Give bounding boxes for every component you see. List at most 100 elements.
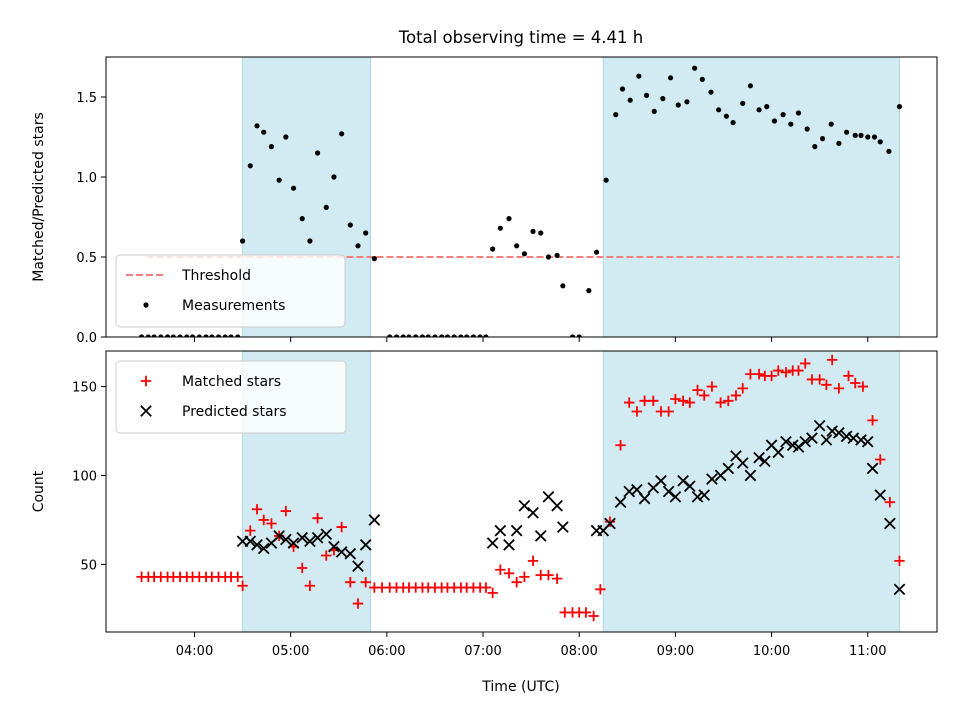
measurement-point bbox=[283, 134, 289, 140]
legend-label: Threshold bbox=[181, 268, 251, 284]
matched-star-point bbox=[588, 610, 599, 622]
matched-star-point bbox=[884, 496, 896, 508]
measurement-point bbox=[307, 238, 313, 244]
y-tick-label: 1.0 bbox=[76, 171, 97, 186]
measurement-point bbox=[483, 334, 489, 337]
x-axis-label: Time (UTC) bbox=[481, 679, 559, 695]
matched-star-point bbox=[894, 555, 905, 567]
measurement-point bbox=[406, 334, 412, 337]
measurement-point bbox=[886, 148, 892, 154]
predicted-star-point bbox=[893, 583, 906, 596]
measurement-point bbox=[247, 163, 253, 169]
x-tick-label: 05:00 bbox=[272, 644, 309, 659]
measurement-point bbox=[290, 185, 297, 191]
predicted-star-point bbox=[604, 517, 616, 530]
predicted-star-point bbox=[799, 435, 812, 448]
legend-matched-swatch bbox=[140, 375, 152, 387]
measurement-point bbox=[576, 334, 582, 337]
measurement-point bbox=[393, 334, 400, 337]
predicted-star-point bbox=[638, 492, 651, 505]
predicted-star-point bbox=[518, 499, 531, 512]
x-tick-label: 11:00 bbox=[849, 644, 886, 659]
measurement-point bbox=[203, 334, 209, 337]
matched-star-point bbox=[833, 383, 845, 394]
count-panel: 04:00 05:00 06:00 07:00 08:00 09:00 10:00 11:00… bbox=[31, 350, 938, 659]
measurement-point bbox=[530, 228, 536, 234]
measurement-point bbox=[771, 118, 778, 124]
matched-star-point bbox=[321, 550, 332, 561]
predicted-star-point bbox=[655, 474, 667, 487]
matched-star-point bbox=[663, 406, 674, 417]
x-tick-label: 07:00 bbox=[464, 644, 501, 659]
measurement-point bbox=[613, 112, 619, 118]
predicted-star-point bbox=[706, 473, 718, 485]
measurement-point bbox=[444, 334, 451, 337]
matched-star-point bbox=[604, 516, 616, 527]
matched-star-point bbox=[730, 390, 742, 401]
matched-star-point bbox=[258, 514, 269, 526]
legend-predicted-swatch bbox=[140, 405, 152, 417]
measurement-point bbox=[545, 254, 552, 260]
measurement-point bbox=[684, 99, 690, 105]
measurement-point bbox=[764, 104, 770, 110]
predicted-star-point bbox=[557, 521, 569, 533]
predicted-star-point bbox=[273, 530, 285, 542]
predicted-star-point bbox=[772, 446, 785, 459]
measurement-point bbox=[470, 334, 477, 337]
matched-star-point bbox=[624, 397, 635, 408]
matched-star-point bbox=[487, 587, 498, 599]
matched-star-point bbox=[850, 377, 861, 389]
measurement-point bbox=[371, 256, 377, 262]
predicted-star-point bbox=[884, 517, 896, 530]
matched-star-point bbox=[793, 365, 804, 376]
measurement-point bbox=[261, 129, 267, 135]
matched-star-point bbox=[543, 569, 554, 581]
matched-star-point bbox=[857, 381, 869, 392]
predicted-star-point bbox=[866, 462, 879, 475]
matched-star-point bbox=[648, 395, 659, 406]
matched-star-point bbox=[670, 393, 681, 405]
matched-star-point bbox=[821, 379, 832, 390]
matched-star-point bbox=[480, 582, 492, 593]
predicted-star-point bbox=[352, 560, 364, 573]
measurement-point bbox=[514, 243, 520, 249]
measurement-point bbox=[804, 126, 810, 132]
measurement-point bbox=[730, 120, 736, 126]
matched-star-point bbox=[232, 571, 243, 583]
measurement-point bbox=[158, 334, 164, 337]
measurement-point bbox=[314, 150, 321, 156]
measurement-point bbox=[586, 288, 592, 294]
measurement-point bbox=[451, 334, 457, 337]
matched-star-point bbox=[753, 368, 765, 380]
matched-star-point bbox=[826, 354, 838, 366]
measurement-point bbox=[756, 107, 762, 113]
x-tick-label: 06:00 bbox=[368, 644, 405, 659]
chart-title: Total observing time = 4.41 h bbox=[398, 28, 643, 47]
measurement-point bbox=[843, 129, 850, 135]
measurement-point bbox=[209, 334, 215, 337]
measurement-point bbox=[432, 334, 438, 337]
matched-star-point bbox=[814, 374, 825, 385]
measurement-point bbox=[554, 252, 560, 258]
measurement-point bbox=[425, 334, 431, 337]
measurement-point bbox=[667, 75, 674, 81]
matched-star-point bbox=[503, 568, 515, 579]
measurement-point bbox=[651, 108, 657, 114]
predicted-star-point bbox=[753, 451, 765, 464]
measurement-point bbox=[145, 334, 151, 337]
measurement-point bbox=[164, 334, 171, 337]
predicted-star-point bbox=[744, 469, 757, 482]
matched-star-point bbox=[780, 367, 792, 378]
y-tick-label: 50 bbox=[80, 558, 97, 573]
predicted-star-point bbox=[486, 537, 499, 549]
predicted-star-point bbox=[833, 426, 845, 439]
measurement-point bbox=[497, 225, 503, 231]
matched-star-point bbox=[595, 584, 606, 595]
measurement-point bbox=[400, 334, 406, 337]
ratio-panel: 0.0 0.5 1.0 1.5 Matched/Predicted stars Thres… bbox=[31, 56, 938, 346]
measurement-point bbox=[196, 334, 202, 337]
predicted-star-point bbox=[677, 474, 689, 487]
predicted-star-point bbox=[280, 533, 292, 546]
matched-star-point bbox=[266, 518, 277, 529]
